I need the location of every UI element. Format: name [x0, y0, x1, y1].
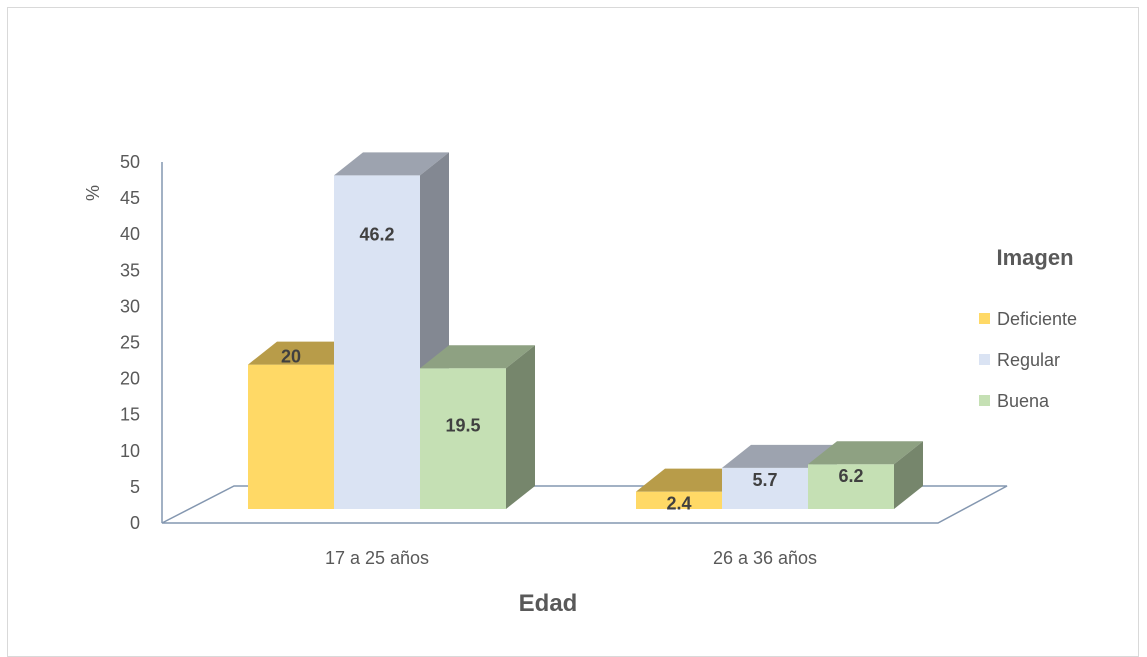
data-label: 46.2	[359, 224, 394, 244]
y-tick-label: 50	[120, 152, 140, 172]
legend: Deficiente Regular Buena	[979, 309, 1077, 411]
y-tick-label: 25	[120, 333, 140, 353]
x-tick-label: 17 a 25 años	[325, 548, 429, 568]
data-label: 2.4	[666, 494, 691, 514]
y-tick-label: 40	[120, 224, 140, 244]
legend-swatch	[979, 313, 990, 324]
legend-swatch	[979, 395, 990, 406]
data-label: 6.2	[838, 466, 863, 486]
y-tick-label: 30	[120, 296, 140, 316]
x-axis-title: Edad	[519, 590, 578, 617]
y-tick-label: 10	[120, 441, 140, 461]
chart-frame	[7, 7, 1139, 657]
y-tick-label: 5	[130, 477, 140, 497]
y-axis-title: %	[83, 185, 103, 201]
bar	[808, 464, 894, 509]
bar-top	[334, 152, 449, 176]
data-label: 19.5	[445, 416, 480, 436]
y-tick-label: 15	[120, 405, 140, 425]
bar	[248, 364, 334, 509]
bar-side	[894, 441, 923, 509]
bar-top	[420, 345, 535, 369]
legend-label: Regular	[997, 350, 1060, 370]
y-tick-label: 20	[120, 369, 140, 389]
data-label: 20	[281, 347, 301, 367]
y-tick-label: 45	[120, 188, 140, 208]
x-tick-label: 26 a 36 años	[713, 548, 817, 568]
bar	[420, 368, 506, 509]
legend-label: Deficiente	[997, 309, 1077, 329]
chart-floor	[161, 485, 1008, 524]
legend-swatch	[979, 354, 990, 365]
legend-label: Buena	[997, 391, 1050, 411]
data-label: 5.7	[752, 470, 777, 490]
bar-top	[808, 441, 923, 465]
bar-top	[722, 444, 837, 468]
bar	[334, 175, 420, 509]
bar-side	[506, 345, 535, 509]
legend-title: Imagen	[996, 245, 1073, 270]
y-tick-label: 35	[120, 260, 140, 280]
bar	[722, 467, 808, 509]
y-tick-label: 0	[130, 513, 140, 533]
bar	[636, 491, 722, 509]
